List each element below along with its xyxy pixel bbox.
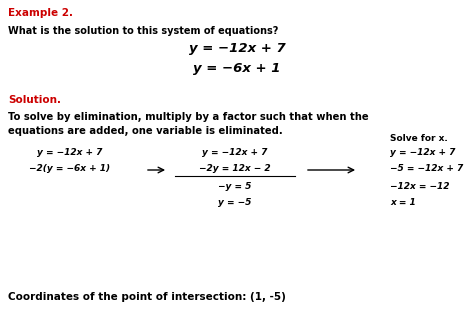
- Text: Solution.: Solution.: [8, 95, 61, 105]
- Text: Coordinates of the point of intersection: (1, -5): Coordinates of the point of intersection…: [8, 292, 286, 302]
- Text: y = −12x + 7: y = −12x + 7: [189, 42, 285, 55]
- Text: −2y = 12x − 2: −2y = 12x − 2: [199, 164, 271, 173]
- Text: equations are added, one variable is eliminated.: equations are added, one variable is eli…: [8, 126, 283, 136]
- Text: What is the solution to this system of equations?: What is the solution to this system of e…: [8, 26, 278, 36]
- Text: Solve for x.: Solve for x.: [390, 134, 448, 143]
- Text: y = −12x + 7: y = −12x + 7: [37, 148, 103, 157]
- Text: x = 1: x = 1: [390, 198, 416, 207]
- Text: To solve by elimination, multiply by a factor such that when the: To solve by elimination, multiply by a f…: [8, 112, 369, 122]
- Text: y = −12x + 7: y = −12x + 7: [202, 148, 268, 157]
- Text: −5 = −12x + 7: −5 = −12x + 7: [390, 164, 463, 173]
- Text: −2(y = −6x + 1): −2(y = −6x + 1): [29, 164, 110, 173]
- Text: y = −6x + 1: y = −6x + 1: [193, 62, 281, 75]
- Text: Example 2.: Example 2.: [8, 8, 73, 18]
- Text: y = −5: y = −5: [219, 198, 252, 207]
- Text: −12x = −12: −12x = −12: [390, 182, 449, 191]
- Text: y = −12x + 7: y = −12x + 7: [390, 148, 456, 157]
- Text: −y = 5: −y = 5: [219, 182, 252, 191]
